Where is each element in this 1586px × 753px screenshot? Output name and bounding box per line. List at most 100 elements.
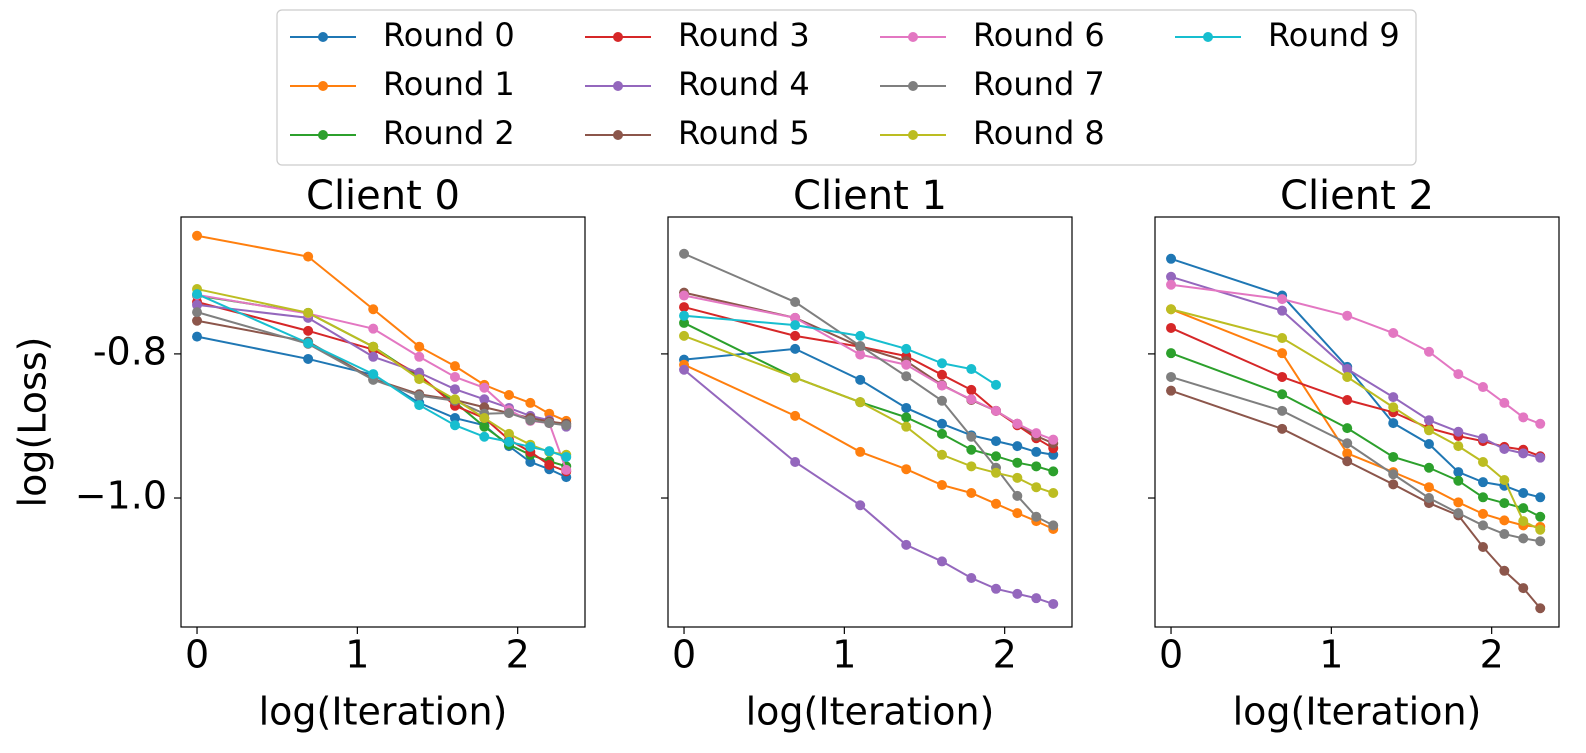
point [561,451,572,462]
point [479,413,490,424]
point [1478,520,1489,531]
point [679,317,690,328]
point [504,407,515,418]
point [1048,434,1059,445]
point [303,307,314,318]
series-line [196,311,567,427]
point [1423,425,1434,436]
series-line [1170,257,1541,499]
y-axis-label: log(Loss) [11,337,55,508]
point [936,556,947,567]
point [679,310,690,321]
point [368,341,379,352]
point [561,464,572,475]
point [1388,328,1399,339]
point [966,461,977,472]
point [1535,418,1546,429]
point [855,374,866,385]
point [1031,428,1042,439]
series-line [683,347,1054,456]
point [1518,412,1529,423]
point [1342,423,1353,434]
point [192,289,203,300]
plot-frame [667,216,1073,628]
legend-marker [318,81,328,91]
point [1012,508,1023,519]
point [1478,492,1489,503]
point [303,325,314,336]
point [901,402,912,413]
x-tick-label: 0 [1159,633,1183,677]
point [192,230,203,241]
point [1499,498,1510,509]
legend-label: Round 4 [678,65,810,103]
point [1031,482,1042,493]
legend-label: Round 9 [1268,16,1400,54]
point [1518,533,1529,544]
point [991,451,1002,462]
point [679,364,690,375]
point [525,441,536,452]
point [525,415,536,426]
point [1453,497,1464,508]
point [1499,397,1510,408]
point [1031,461,1042,472]
point [449,371,460,382]
x-tick-label: 2 [993,633,1017,677]
point [991,405,1002,416]
series-line [1170,308,1541,528]
point [855,446,866,457]
point [1388,418,1399,429]
point [936,418,947,429]
series-line [1170,352,1541,518]
series-line [683,294,1054,441]
point [1535,452,1546,463]
point [936,428,947,439]
point [855,349,866,360]
point [966,487,977,498]
point [1012,418,1023,429]
point [192,307,203,318]
point [855,340,866,351]
point [1478,456,1489,467]
point [1423,346,1434,357]
point [679,248,690,259]
legend-marker [908,32,918,42]
point [901,343,912,354]
point [1048,487,1059,498]
point [1012,441,1023,452]
point [449,413,460,424]
point [1012,472,1023,483]
point [504,428,515,439]
point [1342,456,1353,467]
plot-frame [1154,216,1560,628]
series-line [683,363,1054,530]
legend-marker [908,130,918,140]
point [1453,426,1464,437]
series-line [1170,389,1542,609]
legend-marker [1203,32,1213,42]
point [1453,441,1464,452]
point [966,394,977,405]
legend-label: Round 2 [383,114,515,152]
point [1166,322,1177,333]
series-line [1170,327,1541,458]
point [1048,520,1059,531]
point [901,539,912,550]
point [1031,511,1042,522]
y-tick-label: −1.0 [75,474,167,518]
point [1012,490,1023,501]
point [192,299,203,310]
point [414,390,425,401]
point [414,351,425,362]
point [1499,444,1510,455]
point [855,330,866,341]
point [1277,389,1288,400]
point [1388,469,1399,480]
point [936,480,947,491]
point [1499,475,1510,486]
point [1342,395,1353,406]
point [1453,475,1464,486]
point [901,371,912,382]
point [790,320,801,331]
